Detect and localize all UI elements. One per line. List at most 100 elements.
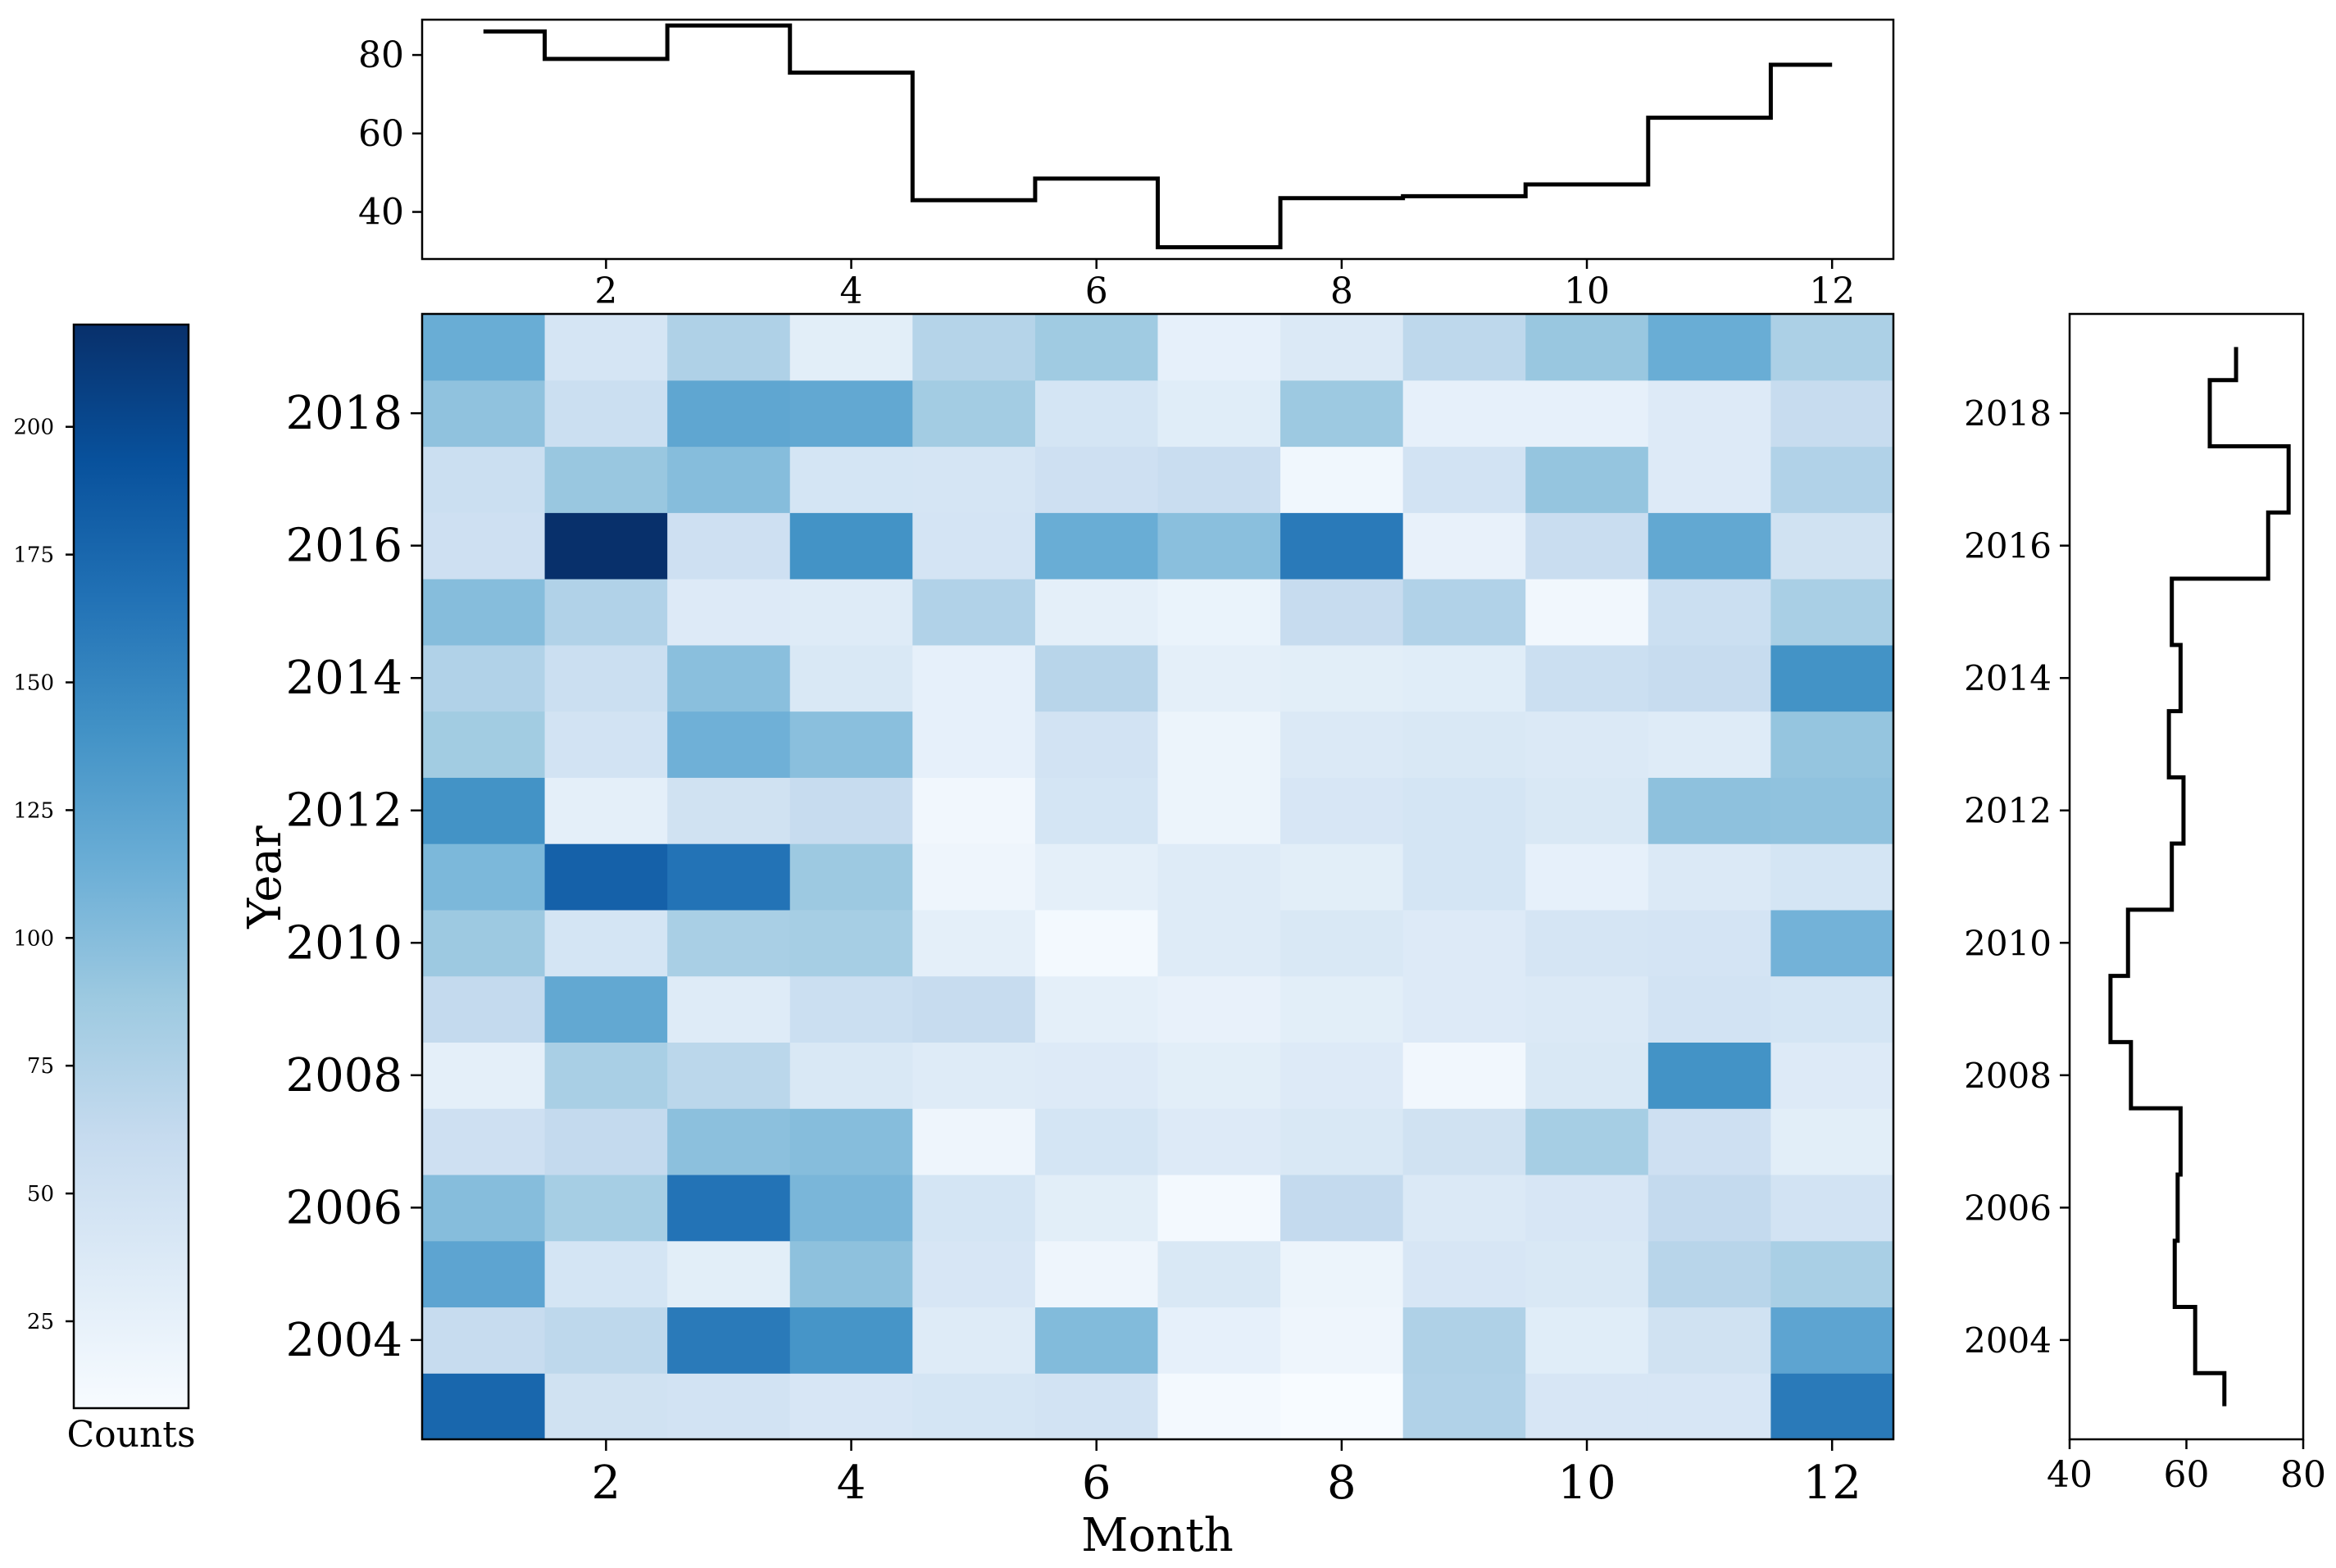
heatmap-cell — [1402, 1042, 1526, 1109]
top-y-tick-label: 80 — [358, 34, 404, 76]
heatmap-cell — [667, 843, 791, 911]
x-tick-label: 8 — [1327, 1457, 1357, 1510]
y-tick-label: 2006 — [285, 1181, 402, 1234]
heatmap-cell — [1770, 1174, 1894, 1242]
heatmap-cell — [422, 711, 546, 778]
heatmap-cell — [912, 1174, 1036, 1242]
heatmap-cell — [789, 975, 913, 1043]
heatmap-cell — [1402, 380, 1526, 448]
heatmap-cell — [1525, 1174, 1649, 1242]
heatmap-cell — [789, 1240, 913, 1308]
heatmap-cell — [1647, 1307, 1772, 1374]
heatmap-cell — [667, 1307, 791, 1374]
heatmap-cell — [789, 512, 913, 579]
heatmap-cell — [544, 1307, 668, 1374]
heatmap-cell — [422, 579, 546, 646]
heatmap-cell — [1525, 1240, 1649, 1308]
heatmap-cell — [789, 843, 913, 911]
heatmap-cell — [1280, 644, 1404, 712]
heatmap-cell — [1034, 1240, 1159, 1308]
heatmap-cell — [1157, 975, 1281, 1043]
y-tick-label: 2016 — [285, 520, 402, 573]
heatmap-cell — [1280, 380, 1404, 448]
heatmap-cell — [667, 512, 791, 579]
heatmap-cell — [1034, 512, 1159, 579]
heatmap-cell — [422, 314, 546, 381]
heatmap-cell — [667, 711, 791, 778]
heatmap-cell — [1770, 644, 1894, 712]
heatmap-cell — [789, 380, 913, 448]
heatmap-cell — [1280, 975, 1404, 1043]
heatmap-cell — [1034, 1108, 1159, 1175]
heatmap-cell — [789, 579, 913, 646]
heatmap-cell — [667, 1108, 791, 1175]
x-tick-label: 4 — [837, 1457, 866, 1510]
heatmap-cell — [544, 380, 668, 448]
colorbar-tick-label: 25 — [27, 1310, 54, 1334]
heatmap-cell — [1770, 380, 1894, 448]
right-y-tick-label: 2006 — [1964, 1188, 2052, 1228]
heatmap-cell — [544, 975, 668, 1043]
heatmap-cell — [422, 975, 546, 1043]
heatmap-cell — [1157, 1240, 1281, 1308]
heatmap-cell — [1280, 711, 1404, 778]
heatmap-cell — [1647, 446, 1772, 513]
heatmap-cell — [1647, 975, 1772, 1043]
heatmap-cell — [912, 380, 1036, 448]
heatmap-cell — [1034, 1174, 1159, 1242]
y-tick-label: 2010 — [285, 916, 402, 970]
heatmap-cell — [667, 909, 791, 977]
y-tick-label: 2012 — [285, 784, 402, 838]
heatmap-cell — [912, 314, 1036, 381]
heatmap-cell — [1770, 512, 1894, 579]
heatmap-cell — [544, 644, 668, 712]
heatmap-cell — [1770, 777, 1894, 844]
heatmap-cell — [789, 1108, 913, 1175]
heatmap-cell — [1647, 1174, 1772, 1242]
heatmap-cell — [1647, 314, 1772, 381]
heatmap-cell — [912, 1240, 1036, 1308]
heatmap-cell — [1280, 1307, 1404, 1374]
colorbar-tick-label: 200 — [13, 416, 54, 440]
heatmap-cell — [667, 314, 791, 381]
heatmap-cell — [789, 777, 913, 844]
right-x-tick-label: 80 — [2280, 1454, 2326, 1496]
heatmap-cell — [1034, 711, 1159, 778]
heatmap-cell — [544, 446, 668, 513]
heatmap-cell — [1034, 380, 1159, 448]
heatmap-cell — [1280, 512, 1404, 579]
heatmap-cell — [1770, 446, 1894, 513]
heatmap-cell — [1157, 380, 1281, 448]
heatmap-cell — [1525, 1307, 1649, 1374]
right-x-tick-label: 60 — [2164, 1454, 2210, 1496]
right-y-tick-label: 2018 — [1964, 393, 2052, 434]
heatmap-cell — [1402, 975, 1526, 1043]
heatmap-cell — [1034, 644, 1159, 712]
heatmap-cell — [912, 777, 1036, 844]
heatmap-cell — [1157, 314, 1281, 381]
heatmap-cell — [544, 1042, 668, 1109]
heatmap-cell — [422, 909, 546, 977]
heatmap-cell — [667, 975, 791, 1043]
heatmap-cell — [544, 843, 668, 911]
heatmap-cell — [1647, 1373, 1772, 1440]
heatmap-cell — [789, 314, 913, 381]
heatmap-cell — [544, 512, 668, 579]
heatmap-cell — [1770, 843, 1894, 911]
heatmap-cell — [667, 644, 791, 712]
heatmap-cell — [1770, 314, 1894, 381]
heatmap-cell — [1647, 777, 1772, 844]
heatmap-cell — [544, 711, 668, 778]
colorbar: 25 50 75 100 125 150 175 200 Counts — [13, 323, 196, 1456]
heatmap-cell — [1770, 1108, 1894, 1175]
x-tick-label: 10 — [1557, 1457, 1616, 1510]
right-y-tick-label: 2016 — [1964, 526, 2052, 566]
heatmap-cell — [422, 1373, 546, 1440]
heatmap-cell — [1647, 1108, 1772, 1175]
top-y-tick-label: 60 — [358, 113, 404, 155]
heatmap-cell — [1770, 1042, 1894, 1109]
heatmap-cell — [1402, 843, 1526, 911]
top-marginal-frame — [420, 18, 1895, 261]
heatmap-cell — [1525, 512, 1649, 579]
heatmap-cell — [1280, 843, 1404, 911]
